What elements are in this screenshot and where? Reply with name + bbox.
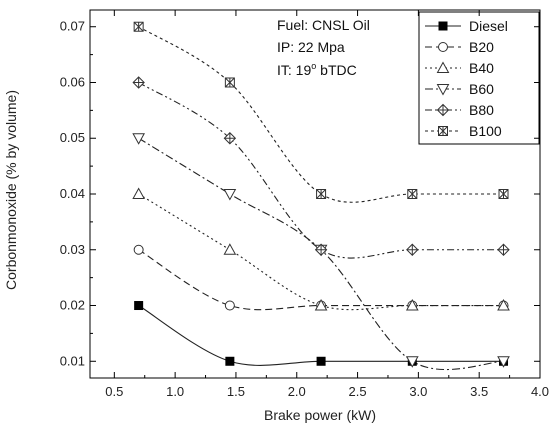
y-axis-label: Corbonmonoxide (% by volume) [3, 90, 19, 290]
data-point-b40 [405, 298, 419, 311]
annotation-it-unit: bTDC [316, 62, 356, 78]
data-point-b80 [223, 132, 237, 145]
data-point-b20 [224, 300, 235, 311]
legend-label: B40 [469, 60, 494, 76]
legend-item-diesel: Diesel [425, 18, 508, 34]
data-point-b60 [405, 356, 419, 368]
data-point-diesel [225, 356, 235, 366]
y-tick-label: 0.03 [60, 242, 85, 257]
x-tick-label: 3.0 [409, 384, 427, 399]
data-point-diesel [134, 301, 144, 311]
y-tick-label: 0.02 [60, 298, 85, 313]
axes: 0.5 1.0 1.5 2.0 2.5 3.0 3.5 4.0 0.01 0.02 0.03 0.04… [60, 10, 549, 399]
legend-marker [436, 103, 450, 117]
series-line-diesel [138, 305, 504, 366]
data-point-b100 [316, 189, 327, 199]
data-point-b100 [407, 189, 418, 199]
legend-marker [436, 84, 450, 96]
y-tick-label: 0.06 [60, 74, 85, 89]
data-point-b40 [223, 243, 237, 255]
legend-label: B80 [469, 102, 494, 118]
data-point-b40 [497, 298, 510, 311]
annotation-degree: o [311, 61, 316, 71]
y-tick-label: 0.04 [60, 186, 85, 201]
x-tick-label: 1.0 [166, 384, 184, 399]
legend-label: B60 [469, 81, 494, 97]
x-tick-label: 2.0 [288, 384, 306, 399]
y-tick-label: 0.07 [60, 19, 85, 34]
data-point-diesel [316, 356, 326, 366]
legend: Diesel B20 B40 B60 B80 B100 [418, 11, 540, 145]
legend-marker [438, 126, 448, 136]
x-tick-label: 3.5 [470, 384, 488, 399]
legend-label: Diesel [469, 18, 508, 34]
data-point-b80 [132, 76, 145, 89]
data-point-b60 [132, 133, 145, 145]
annotation-block: Fuel: CNSL Oil IP: 22 Mpa IT: 19o bTDC [277, 17, 370, 78]
annotation-it: IT: 19o bTDC [277, 61, 357, 78]
data-point-b20 [133, 244, 144, 255]
legend-box [418, 11, 540, 145]
data-point-b80 [497, 243, 510, 256]
data-point-b100 [133, 21, 144, 32]
legend-label: B20 [469, 39, 494, 55]
x-tick-label: 0.5 [105, 384, 123, 399]
data-point-b100 [498, 189, 509, 199]
x-tick-label: 4.0 [531, 384, 549, 399]
data-point-b40 [314, 298, 328, 311]
series-line-b80 [138, 82, 504, 259]
legend-marker [438, 21, 448, 31]
legend-item-b60: B60 [425, 81, 494, 97]
data-point-b60 [223, 189, 237, 201]
data-point-b80 [314, 243, 328, 256]
y-tick-label: 0.01 [60, 353, 85, 368]
legend-marker [436, 61, 450, 73]
data-point-b100 [224, 77, 235, 88]
annotation-ip: IP: 22 Mpa [277, 39, 345, 55]
legend-marker [438, 42, 448, 52]
data-point-b40 [132, 187, 145, 199]
legend-item-b80: B80 [425, 102, 494, 118]
annotation-it-value: IT: 19 [277, 62, 311, 78]
annotation-fuel: Fuel: CNSL Oil [277, 17, 370, 33]
legend-item-b20: B20 [425, 39, 494, 55]
legend-label: B100 [469, 123, 502, 139]
data-point-b80 [406, 243, 419, 256]
data-point-b60 [497, 356, 510, 368]
legend-item-b100: B100 [425, 123, 502, 139]
x-tick-label: 2.5 [349, 384, 367, 399]
series-group [132, 21, 510, 371]
x-tick-label: 1.5 [227, 384, 245, 399]
x-axis-label: Brake power (kW) [264, 407, 376, 423]
legend-item-b40: B40 [425, 60, 494, 76]
y-tick-label: 0.05 [60, 130, 85, 145]
